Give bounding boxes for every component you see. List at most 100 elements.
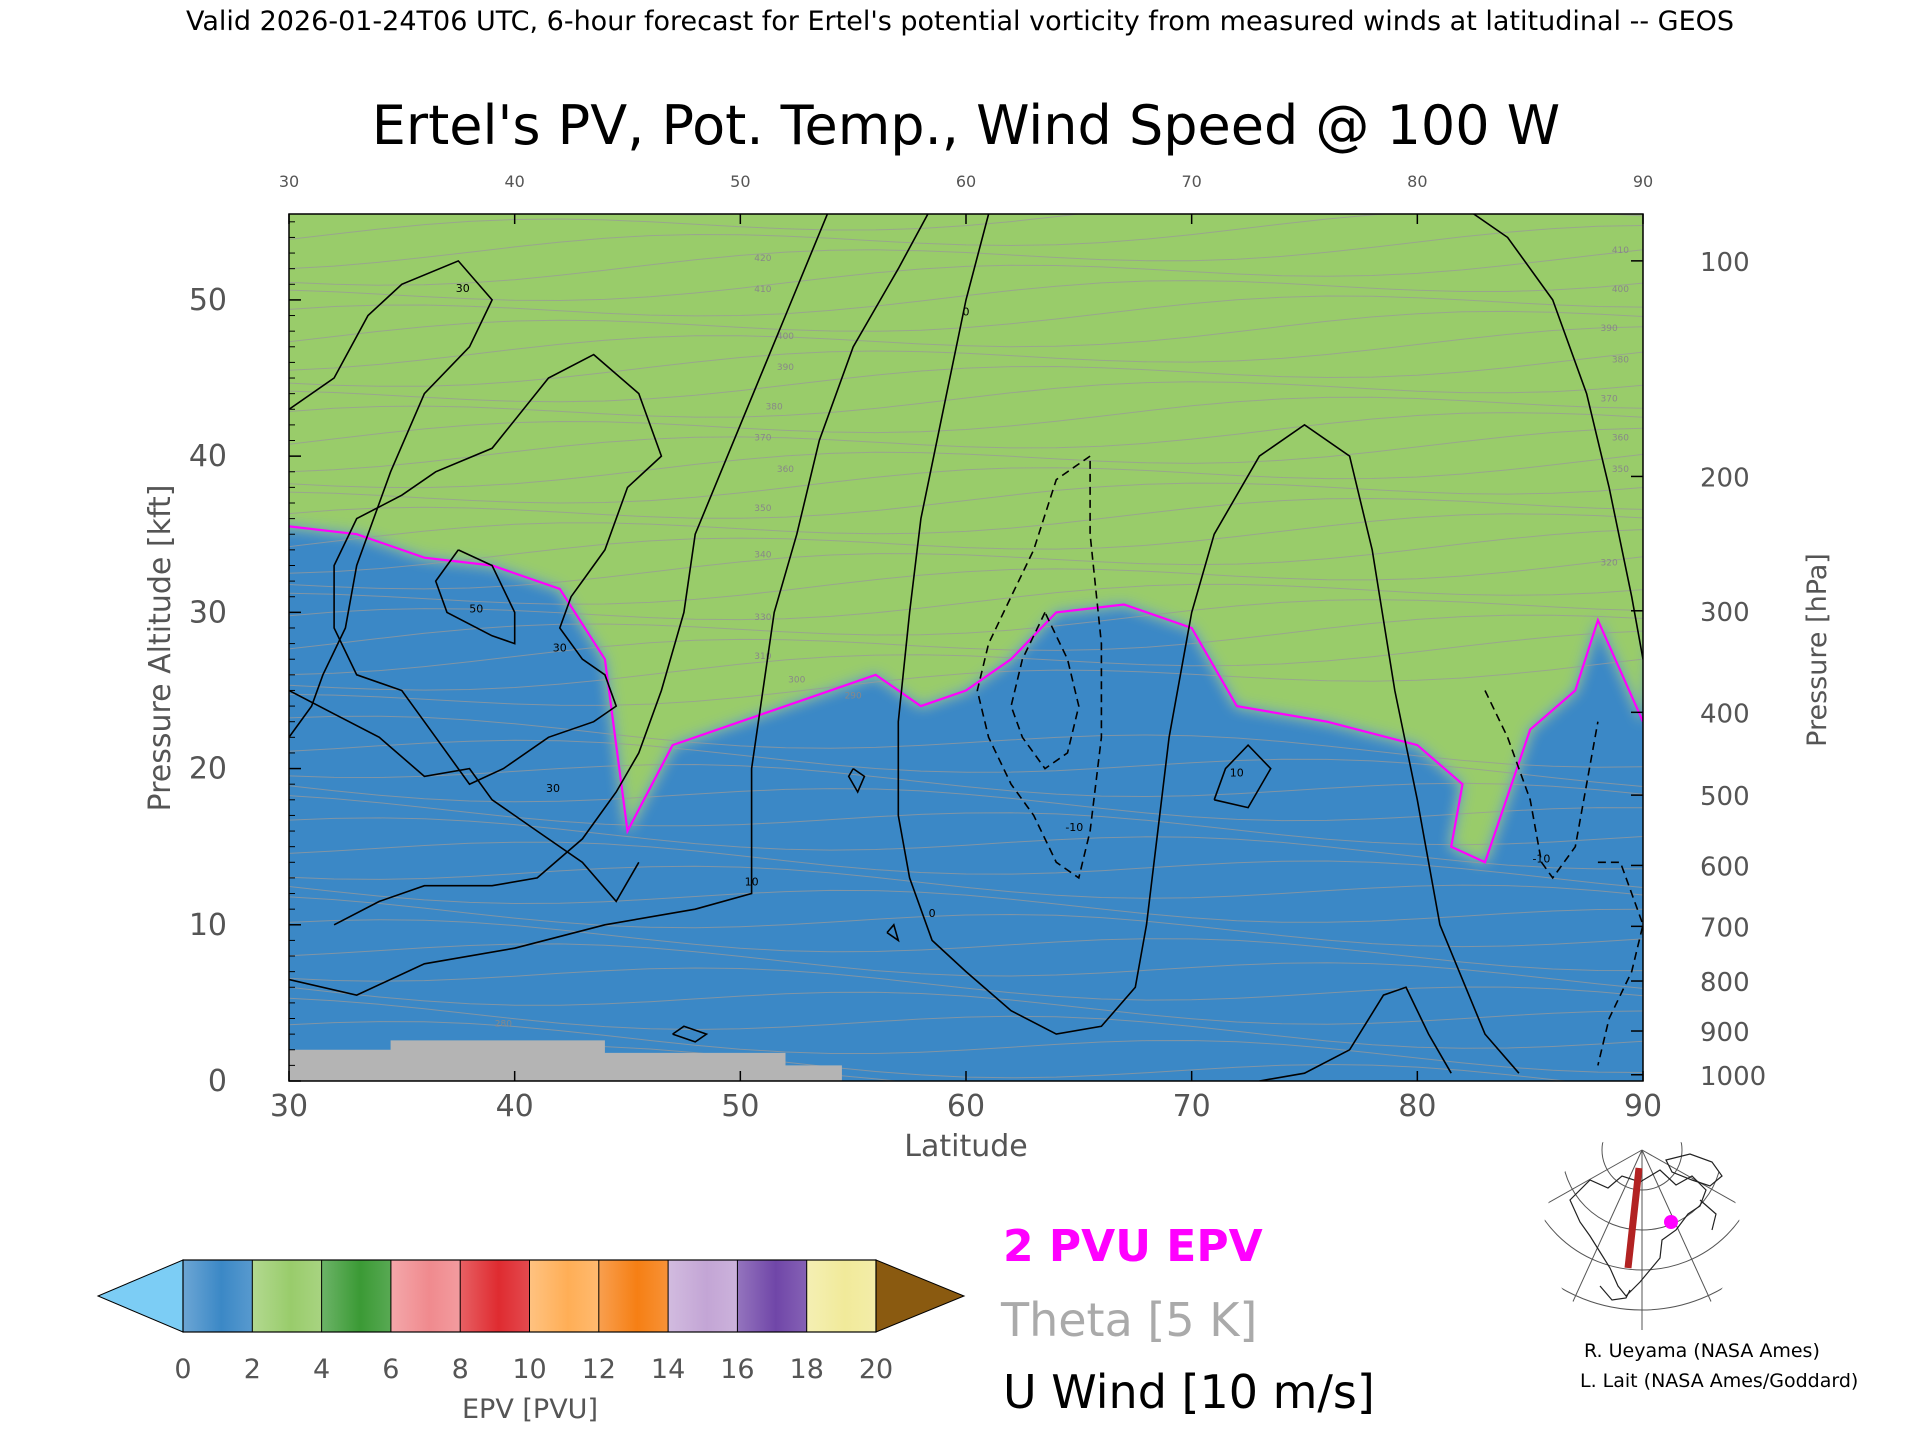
credit-1: R. Ueyama (NASA Ames): [1584, 1340, 1820, 1362]
pressure-tick-label: 1000: [1700, 1062, 1766, 1092]
y-tick-label: 10: [189, 908, 227, 943]
u-wind-contour: [1213, 743, 1272, 809]
u-wind-label: 50: [469, 602, 483, 615]
colorbar-tick-label: 14: [651, 1354, 685, 1385]
u-wind-contour: [289, 689, 640, 903]
u-wind-label: 10: [925, 196, 939, 209]
x-tick-label-top: 40: [504, 172, 524, 191]
colorbar-segment: [737, 1260, 808, 1332]
x-tick-label-top: 90: [1633, 172, 1653, 191]
colorbar: 0 2 4 6 8 10 12 14 16 18 20: [96, 1259, 966, 1385]
u-wind-contour: [434, 549, 516, 645]
y-tick-label: 50: [189, 283, 227, 318]
map-coastlines: [1569, 1153, 1723, 1301]
colorbar-tick-label: 0: [174, 1354, 191, 1385]
theta-label: 390: [777, 363, 794, 373]
x-tick-label-top: 60: [956, 172, 976, 191]
cross-section-line: [1624, 1167, 1643, 1269]
tropopause-2pvu-line: [289, 525, 1643, 864]
x-tick-label: 50: [721, 1089, 759, 1124]
legend-theta: Theta [5 K]: [1000, 1293, 1257, 1347]
colorbar-segment: [252, 1260, 323, 1332]
x-tick-label-top: 70: [1181, 172, 1201, 191]
u-wind-contour: [1472, 214, 1643, 660]
u-wind-label: 0: [963, 306, 970, 319]
y-tick-label: 0: [208, 1064, 227, 1099]
credit-2: L. Lait (NASA Ames/Goddard): [1580, 1370, 1858, 1392]
figure-caption: Valid 2026-01-24T06 UTC, 6-hour forecast…: [186, 6, 1734, 37]
colorbar-tick-label: 10: [512, 1354, 546, 1385]
theta-label: 330: [754, 613, 771, 623]
pressure-tick-label: 600: [1700, 852, 1750, 882]
legend-2pvu-epv: 2 PVU EPV: [1003, 1221, 1263, 1272]
theta-label: 280: [495, 1019, 512, 1029]
theta-label: 400: [1612, 285, 1629, 295]
x-tick-label: 90: [1624, 1089, 1662, 1124]
u-wind-label: 0: [929, 907, 936, 920]
colorbar-under-arrow: [96, 1259, 184, 1333]
colorbar-tick-label: 2: [244, 1354, 261, 1385]
u-wind-label: -10: [1065, 821, 1083, 834]
theta-label: 380: [1612, 355, 1629, 365]
u-wind-contour: [672, 1025, 709, 1043]
epv-band: [289, 214, 1643, 863]
colorbar-segment: [390, 1260, 461, 1332]
u-wind-contour: [886, 923, 900, 943]
x-axis-label: Latitude: [904, 1129, 1027, 1164]
location-marker: [1664, 1215, 1678, 1229]
colorbar-segment: [183, 1260, 253, 1332]
colorbar-segment: [529, 1260, 600, 1332]
u-wind-contour: [1597, 861, 1643, 1066]
u-wind-label: -10: [1532, 852, 1550, 865]
colorbar-tick-label: 6: [382, 1354, 399, 1385]
colorbar-over-arrow: [875, 1259, 966, 1333]
colorbar-tick-label: 20: [859, 1354, 893, 1385]
pressure-tick-label: 500: [1700, 782, 1750, 812]
u-wind-label: 30: [553, 641, 567, 654]
colorbar-tick-label: 18: [790, 1354, 824, 1385]
u-wind-contour: [1010, 612, 1080, 770]
pressure-tick-label: 700: [1700, 913, 1750, 943]
x-tick-label: 40: [496, 1089, 534, 1124]
theta-label: 350: [754, 504, 771, 514]
colorbar-tick-label: 16: [720, 1354, 754, 1385]
colorbar-segment: [668, 1260, 738, 1332]
colorbar-segment: [598, 1260, 669, 1332]
theta-label: 360: [777, 465, 794, 475]
colorbar-segment: [321, 1260, 392, 1332]
terrain: [289, 1040, 842, 1081]
y-tick-label: 20: [189, 752, 227, 787]
location-map: [1542, 1134, 1742, 1330]
legend: 2 PVU EPV Theta [5 K] U Wind [10 m/s]: [1000, 1221, 1375, 1419]
x-tick-label: 80: [1398, 1089, 1436, 1124]
theta-label: 360: [1612, 434, 1629, 444]
theta-label: 290: [845, 691, 862, 701]
pressure-tick-label: 900: [1700, 1018, 1750, 1048]
pressure-tick-label: 200: [1700, 463, 1750, 493]
colorbar-label: EPV [PVU]: [462, 1394, 598, 1425]
theta-label: 340: [754, 551, 771, 561]
theta-label: 300: [788, 676, 805, 686]
chart-title: Ertel's PV, Pot. Temp., Wind Speed @ 100…: [372, 94, 1560, 157]
pressure-tick-label: 300: [1700, 598, 1750, 628]
theta-label: 370: [1601, 394, 1618, 404]
u-wind-contour: [847, 767, 866, 794]
theta-label: 410: [1612, 246, 1629, 256]
theta-label: 380: [766, 402, 783, 412]
x-tick-label: 70: [1173, 1089, 1211, 1124]
colorbar-tick-label: 12: [582, 1354, 616, 1385]
u-wind-contour: [1259, 986, 1452, 1081]
u-wind-label: 30: [456, 282, 470, 295]
theta-label: 400: [777, 332, 794, 342]
u-wind-contours: 30 30 50 30 10 10 0 0 10 -10 -10: [289, 196, 1643, 1081]
theta-label: 310: [754, 652, 771, 662]
epv-field: [289, 214, 1643, 1081]
legend-u-wind: U Wind [10 m/s]: [1003, 1365, 1375, 1419]
u-wind-label: 30: [546, 782, 560, 795]
u-wind-contour: [1484, 690, 1599, 880]
x-tick-label: 60: [947, 1089, 985, 1124]
theta-label: 390: [1601, 324, 1618, 334]
y-axis-right-label: Pressure [hPa]: [1802, 553, 1833, 747]
theta-label: 320: [1601, 558, 1618, 568]
